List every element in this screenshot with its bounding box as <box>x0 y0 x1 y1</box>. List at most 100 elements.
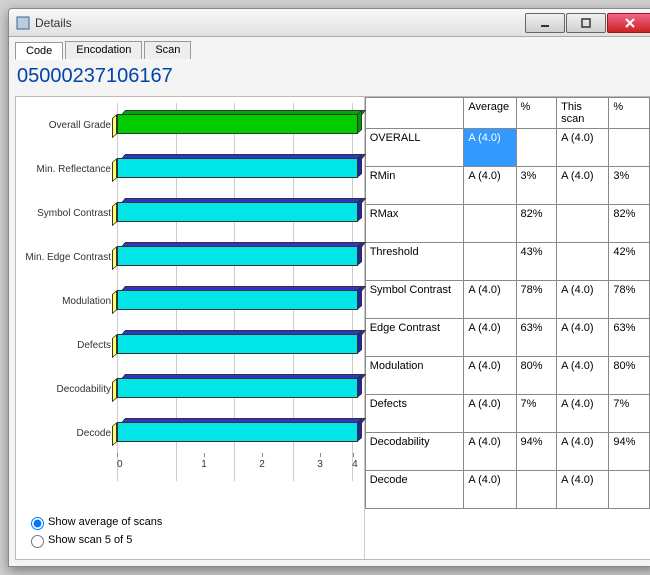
cell-average: A (4.0) <box>464 357 516 395</box>
cell-thisscan-pct: 42% <box>609 243 650 281</box>
cell-label: Modulation <box>365 357 464 395</box>
bar-chart: Overall Grade Min. ReflectanceSymbol Cont… <box>22 103 358 503</box>
table-row[interactable]: Threshold43%42% <box>365 243 649 281</box>
col-header-blank <box>365 98 464 129</box>
x-axis-tick: 2 <box>233 459 291 470</box>
cell-average: A (4.0) <box>464 395 516 433</box>
radio-show-scan[interactable]: Show scan 5 of 5 <box>26 531 354 549</box>
table-row[interactable]: ModulationA (4.0)80%A (4.0)80% <box>365 357 649 395</box>
chart-bar-row: Min. Reflectance <box>22 147 358 191</box>
cell-thisscan-pct: 63% <box>609 319 650 357</box>
table-row[interactable]: Symbol ContrastA (4.0)78%A (4.0)78% <box>365 281 649 319</box>
cell-thisscan: A (4.0) <box>557 129 609 167</box>
cell-thisscan: A (4.0) <box>557 281 609 319</box>
chart-bar-row: Symbol Contrast <box>22 191 358 235</box>
tab-encodation[interactable]: Encodation <box>65 41 142 59</box>
x-axis-tick: 1 <box>175 459 233 470</box>
table-row[interactable]: OVERALLA (4.0)A (4.0) <box>365 129 649 167</box>
chart-bar-label: Modulation <box>22 296 117 307</box>
cell-thisscan: A (4.0) <box>557 167 609 205</box>
chart-bar-row: Min. Edge Contrast <box>22 235 358 279</box>
cell-label: OVERALL <box>365 129 464 167</box>
cell-average: A (4.0) <box>464 129 516 167</box>
cell-average-pct: 3% <box>516 167 557 205</box>
col-header-average: Average <box>464 98 516 129</box>
maximize-button[interactable] <box>566 13 606 33</box>
x-axis-tick: 4 <box>349 459 358 470</box>
tabbar: Code Encodation Scan <box>15 41 650 59</box>
cell-average <box>464 205 516 243</box>
cell-thisscan: A (4.0) <box>557 395 609 433</box>
cell-label: RMax <box>365 205 464 243</box>
cell-thisscan-pct: 3% <box>609 167 650 205</box>
view-mode-radios: Show average of scans Show scan 5 of 5 <box>22 509 358 553</box>
chart-bar[interactable] <box>117 374 358 398</box>
cell-average-pct: 80% <box>516 357 557 395</box>
chart-bar-label: Min. Edge Contrast <box>22 252 117 263</box>
table-row[interactable]: RMinA (4.0)3%A (4.0)3% <box>365 167 649 205</box>
cell-label: RMin <box>365 167 464 205</box>
chart-bar-row: Decodability <box>22 367 358 411</box>
col-header-scan-pct: % <box>609 98 650 129</box>
chart-bar[interactable] <box>117 286 358 310</box>
cell-average-pct: 94% <box>516 433 557 471</box>
chart-bar[interactable] <box>117 154 358 178</box>
chart-x-axis: 01234 <box>117 459 358 470</box>
chart-bar-label: Decodability <box>22 384 117 395</box>
close-button[interactable] <box>607 13 650 33</box>
content-area: Code Encodation Scan 05000237106167 Over… <box>9 37 650 566</box>
col-header-avg-pct: % <box>516 98 557 129</box>
table-row[interactable]: DecodeA (4.0)A (4.0) <box>365 471 649 509</box>
chart-bar[interactable] <box>117 242 358 266</box>
table-row[interactable]: RMax 82% 82% <box>365 205 649 243</box>
cell-average-pct: 82% <box>516 205 557 243</box>
chart-pane: Overall Grade Min. ReflectanceSymbol Cont… <box>16 97 365 559</box>
cell-average-pct: 7% <box>516 395 557 433</box>
tab-code[interactable]: Code <box>15 42 63 60</box>
x-axis-tick: 3 <box>291 459 349 470</box>
minimize-button[interactable] <box>525 13 565 33</box>
chart-bar-label: Overall Grade <box>22 120 117 131</box>
chart-bar[interactable] <box>117 110 358 134</box>
cell-thisscan: A (4.0) <box>557 433 609 471</box>
chart-bar[interactable] <box>117 418 358 442</box>
cell-average-pct: 63% <box>516 319 557 357</box>
cell-thisscan-pct <box>609 129 650 167</box>
chart-bar[interactable] <box>117 330 358 354</box>
cell-label: Edge Contrast <box>365 319 464 357</box>
cell-thisscan: A (4.0) <box>557 471 609 509</box>
chart-bar-row: Defects <box>22 323 358 367</box>
chart-bar-row: Overall Grade <box>22 103 358 147</box>
cell-label: Threshold <box>365 243 464 281</box>
tab-scan[interactable]: Scan <box>144 41 191 59</box>
cell-average: A (4.0) <box>464 471 516 509</box>
cell-label: Decodability <box>365 433 464 471</box>
table-row[interactable]: DefectsA (4.0)7%A (4.0)7% <box>365 395 649 433</box>
chart-bar[interactable] <box>117 198 358 222</box>
cell-thisscan: A (4.0) <box>557 319 609 357</box>
chart-bar-row: Decode <box>22 411 358 455</box>
window-title: Details <box>35 16 72 30</box>
cell-thisscan <box>557 205 609 243</box>
cell-average-pct <box>516 471 557 509</box>
cell-average: A (4.0) <box>464 281 516 319</box>
cell-label: Symbol Contrast <box>365 281 464 319</box>
titlebar[interactable]: Details <box>9 9 650 37</box>
cell-average <box>464 243 516 281</box>
table-row[interactable]: DecodabilityA (4.0)94%A (4.0)94% <box>365 433 649 471</box>
results-table-pane: Average % This scan % OVERALLA (4.0)A (4… <box>365 97 650 559</box>
cell-average: A (4.0) <box>464 433 516 471</box>
cell-thisscan-pct: 7% <box>609 395 650 433</box>
chart-bar-label: Decode <box>22 428 117 439</box>
cell-thisscan-pct: 82% <box>609 205 650 243</box>
cell-thisscan-pct <box>609 471 650 509</box>
cell-thisscan: A (4.0) <box>557 357 609 395</box>
cell-average-pct <box>516 129 557 167</box>
cell-thisscan <box>557 243 609 281</box>
results-table: Average % This scan % OVERALLA (4.0)A (4… <box>365 97 650 509</box>
chart-bar-label: Defects <box>22 340 117 351</box>
table-row[interactable]: Edge ContrastA (4.0)63%A (4.0)63% <box>365 319 649 357</box>
radio-show-average[interactable]: Show average of scans <box>26 513 354 531</box>
cell-label: Decode <box>365 471 464 509</box>
cell-average: A (4.0) <box>464 319 516 357</box>
